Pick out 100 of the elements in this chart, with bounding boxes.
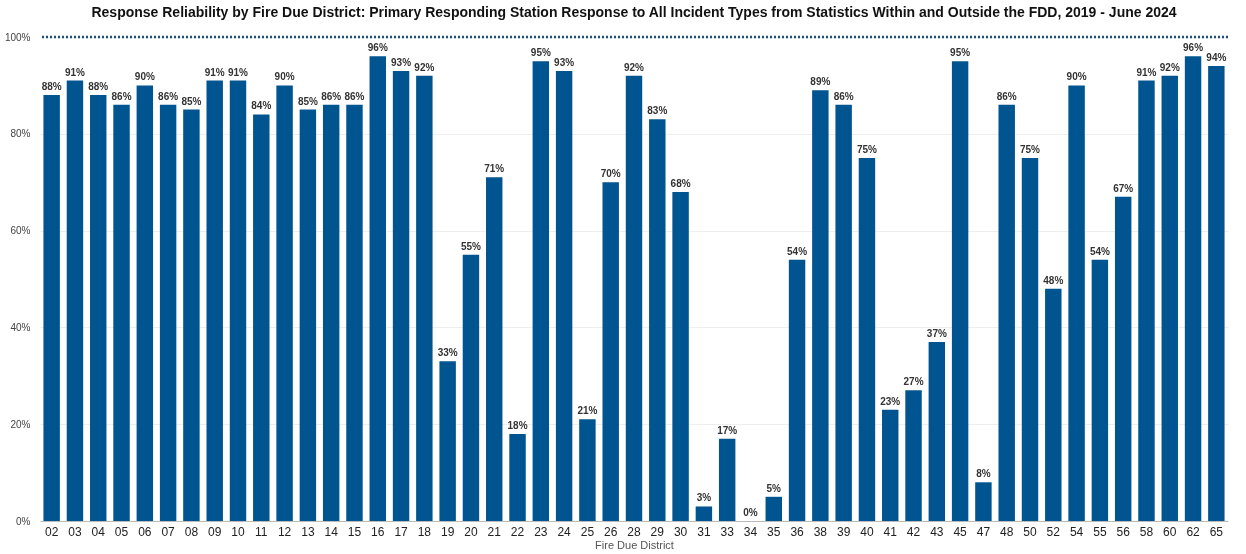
bar (858, 158, 876, 521)
x-tick-label: 02 (44, 524, 59, 539)
data-label: 21% (577, 405, 598, 417)
data-label: 70% (600, 168, 621, 180)
x-tick-label: 36 (790, 524, 805, 539)
x-tick-label: 47 (976, 524, 991, 539)
data-label: 67% (1113, 182, 1134, 194)
data-label: 95% (950, 47, 971, 59)
data-label: 90% (1066, 71, 1087, 83)
x-tick-label: 24 (557, 524, 572, 539)
bar (322, 104, 340, 521)
data-label: 75% (1019, 144, 1041, 155)
x-tick-label: 45 (953, 524, 968, 539)
bar (672, 191, 689, 521)
data-label: 85% (297, 95, 318, 107)
x-tick-label: 12 (277, 524, 292, 539)
x-tick-label: 05 (114, 524, 129, 539)
bar (486, 177, 503, 521)
x-tick-label: 29 (650, 524, 665, 539)
data-label: 92% (414, 61, 435, 73)
x-tick-label: 16 (371, 524, 385, 539)
x-tick-label: 34 (743, 524, 758, 539)
x-tick-label: 48 (1000, 524, 1014, 539)
x-tick-label: 18 (417, 524, 432, 539)
bar (1091, 259, 1109, 521)
x-tick-label: 65 (1209, 524, 1224, 539)
data-label: 92% (623, 61, 645, 73)
data-label: 89% (810, 76, 831, 88)
bar (43, 95, 60, 521)
bar (346, 104, 363, 521)
bar (928, 341, 946, 521)
x-tick-label: 41 (883, 524, 898, 539)
bar (1138, 80, 1155, 521)
bar (183, 109, 200, 521)
x-tick-label: 56 (1116, 524, 1131, 539)
bar (66, 80, 84, 521)
data-label: 27% (903, 376, 924, 388)
bar (555, 70, 573, 521)
data-label: 71% (484, 163, 505, 175)
bar (462, 254, 480, 521)
x-tick-label: 55 (1093, 524, 1107, 539)
data-label: 95% (530, 47, 551, 59)
bar (1184, 56, 1202, 521)
x-tick-label: 28 (627, 524, 641, 539)
bar (113, 104, 130, 521)
data-label: 23% (880, 395, 901, 407)
bar (695, 506, 713, 521)
bar (229, 80, 247, 521)
bar (509, 433, 526, 521)
bar (1161, 75, 1178, 521)
x-tick-label: 54 (1069, 524, 1084, 539)
data-label: 90% (274, 71, 295, 83)
x-tick-label: 39 (836, 524, 851, 539)
data-label: 17% (717, 424, 738, 436)
y-tick-label: 40% (10, 321, 31, 333)
bar (253, 114, 270, 521)
data-label: 91% (1136, 66, 1157, 78)
x-tick-label: 17 (394, 524, 409, 539)
bar (812, 90, 829, 521)
bar (602, 182, 619, 521)
x-tick-label: 04 (91, 524, 106, 539)
y-tick-label: 0% (16, 515, 31, 527)
x-tick-label: 35 (767, 524, 781, 539)
x-tick-label: 38 (813, 524, 828, 539)
bar (276, 85, 293, 521)
data-label: 93% (391, 56, 412, 68)
data-label: 84% (251, 100, 272, 112)
bar (532, 61, 550, 521)
bar (1068, 85, 1085, 521)
x-tick-label: 13 (301, 524, 315, 539)
x-tick-label: 52 (1046, 524, 1061, 539)
data-label: 96% (1183, 42, 1204, 54)
x-tick-label: 03 (68, 524, 82, 539)
bar (1114, 196, 1132, 521)
data-label: 91% (64, 66, 86, 78)
bar (765, 496, 782, 521)
bar (649, 119, 666, 521)
x-tick-label: 58 (1139, 524, 1154, 539)
x-tick-label: 10 (231, 524, 245, 539)
x-tick-label: 19 (440, 524, 455, 539)
x-tick-label: 40 (860, 524, 874, 539)
x-axis-title: Fire Due District (595, 538, 674, 551)
bar (416, 75, 433, 521)
x-tick-label: 14 (324, 524, 339, 539)
bar (392, 70, 410, 521)
data-label: 86% (996, 90, 1017, 102)
data-label: 90% (134, 71, 155, 83)
bar (905, 390, 922, 521)
data-label: 86% (833, 90, 854, 102)
bar (998, 104, 1015, 521)
data-label: 88% (88, 81, 109, 93)
bar (1021, 158, 1039, 521)
bar (136, 85, 154, 521)
data-label: 5% (766, 482, 782, 494)
x-tick-label: 42 (906, 524, 921, 539)
data-label: 55% (460, 240, 482, 252)
data-label: 75% (856, 144, 878, 155)
data-label: 91% (227, 66, 249, 78)
x-tick-label: 15 (347, 524, 362, 539)
data-label: 86% (344, 90, 365, 102)
